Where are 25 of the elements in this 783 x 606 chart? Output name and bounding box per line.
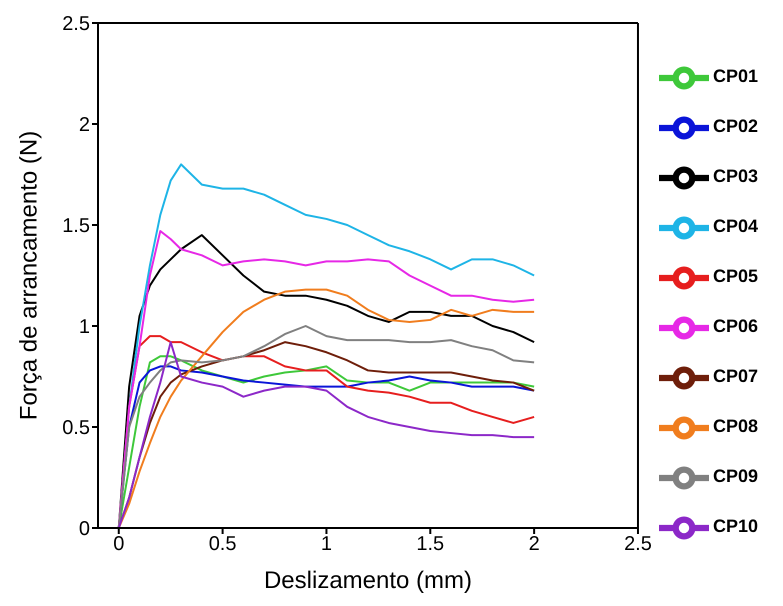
y-tick-label: 1	[78, 316, 90, 338]
legend-label: CP09	[712, 466, 758, 486]
legend-label: CP02	[712, 116, 758, 136]
legend-label: CP01	[712, 66, 758, 86]
legend-label: CP10	[712, 516, 758, 536]
legend-label: CP07	[712, 366, 758, 386]
x-tick-label: 2.5	[624, 533, 652, 556]
y-tick-label: 0	[78, 518, 90, 540]
x-tick-label: 1.5	[416, 533, 444, 556]
y-axis-title: Força de arrancamento (N)	[16, 130, 43, 420]
y-tick-label: 1.5	[62, 215, 90, 238]
y-tick-label: 2.5	[62, 13, 90, 36]
y-tick-label: 0.5	[62, 417, 90, 440]
legend-label: CP06	[712, 316, 758, 336]
x-axis-title: Deslizamento (mm)	[264, 567, 472, 594]
legend-label: CP03	[712, 166, 758, 186]
x-tick-label: 0	[113, 533, 124, 556]
x-tick-label: 2	[528, 533, 540, 556]
legend-label: CP05	[712, 266, 758, 286]
y-tick-label: 2	[78, 114, 90, 136]
x-tick-label: 1	[320, 533, 332, 556]
legend-label: CP08	[712, 416, 758, 436]
line-series	[118, 288, 536, 528]
x-tick-label: 0.5	[208, 533, 237, 556]
legend-label: CP04	[712, 216, 758, 236]
